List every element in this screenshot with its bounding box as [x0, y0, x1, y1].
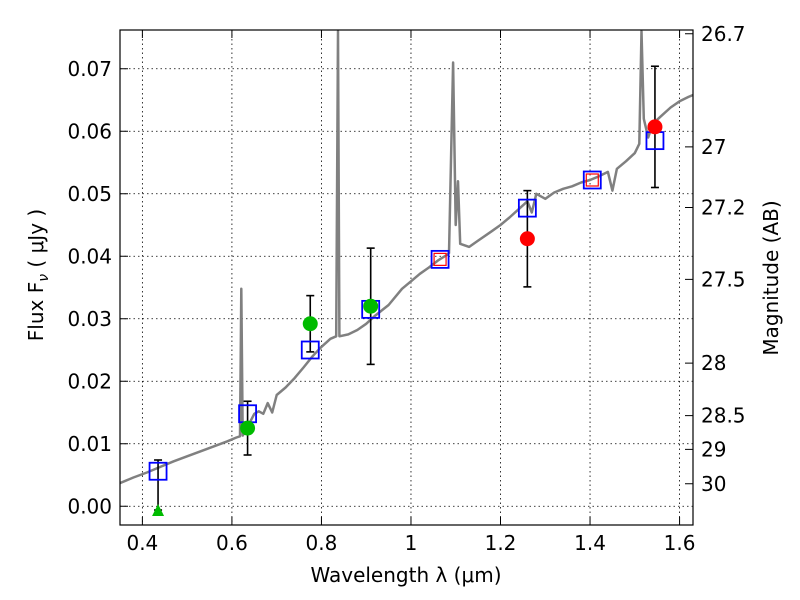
model-square-marker: [148, 461, 168, 481]
y-axis-title-main: Flux F: [24, 282, 48, 341]
right-tick-label: 27: [701, 135, 726, 159]
model-square-marker: [300, 340, 320, 360]
y-tick-label: 0.03: [67, 307, 112, 331]
optical-flux-point: [302, 316, 318, 332]
y-tick-label: 0.06: [67, 119, 112, 143]
overlay-square-marker: [585, 173, 599, 187]
model-square-marker: [517, 198, 537, 218]
right-tick-label: 29: [701, 437, 726, 461]
axes: 0.4 0.6 0.8 1 1.2 1.4 1.6 0.00 0.01 0.02 0.03 0.04 0…: [67, 22, 745, 555]
nir-flux-point: [647, 119, 663, 135]
y-axis-title: Flux Fν ( μJy ): [24, 209, 52, 341]
plot-frame: [119, 29, 694, 526]
y-tick-label: 0.00: [67, 494, 112, 518]
y-tick-label: 0.02: [67, 369, 112, 393]
right-axis-title: Magnitude (AB): [759, 200, 783, 355]
right-tick-label: 27.2: [701, 196, 746, 220]
y-tick-label: 0.05: [67, 182, 112, 206]
x-tick-label: 1.4: [574, 531, 606, 555]
x-tick-label: 0.8: [306, 531, 338, 555]
optical-flux-point: [240, 420, 256, 436]
y-axis-title-subscript: ν: [36, 274, 52, 282]
right-tick-label: 27.5: [701, 267, 746, 291]
grid-lines: [120, 30, 693, 525]
right-tick-label: 30: [701, 472, 726, 496]
x-tick-label: 0.4: [126, 531, 158, 555]
overlay-square-marker: [433, 252, 447, 266]
model-square-marker: [430, 249, 450, 269]
y-tick-label: 0.07: [67, 57, 112, 81]
nir-flux-point: [519, 231, 535, 247]
plot-area: [120, 30, 693, 516]
x-tick-label: 1.2: [485, 531, 517, 555]
model-square-marker: [582, 170, 602, 190]
right-tick-label: 28.5: [701, 404, 746, 428]
right-tick-label: 26.7: [701, 22, 746, 46]
x-tick-label: 1.6: [664, 531, 696, 555]
y-axis-title-unit: ( μJy ): [24, 209, 48, 274]
x-tick-label: 0.6: [216, 531, 248, 555]
optical-flux-point: [363, 298, 379, 314]
y-tick-label: 0.04: [67, 244, 112, 268]
right-tick-label: 28: [701, 351, 726, 375]
upper-limit-triangle: [152, 504, 165, 516]
y-tick-label: 0.01: [67, 432, 112, 456]
axis-labels: Wavelength λ (μm) Flux Fν ( μJy ) Magnit…: [24, 200, 783, 587]
x-axis-title: Wavelength λ (μm): [310, 563, 501, 587]
x-tick-label: 1: [405, 531, 418, 555]
